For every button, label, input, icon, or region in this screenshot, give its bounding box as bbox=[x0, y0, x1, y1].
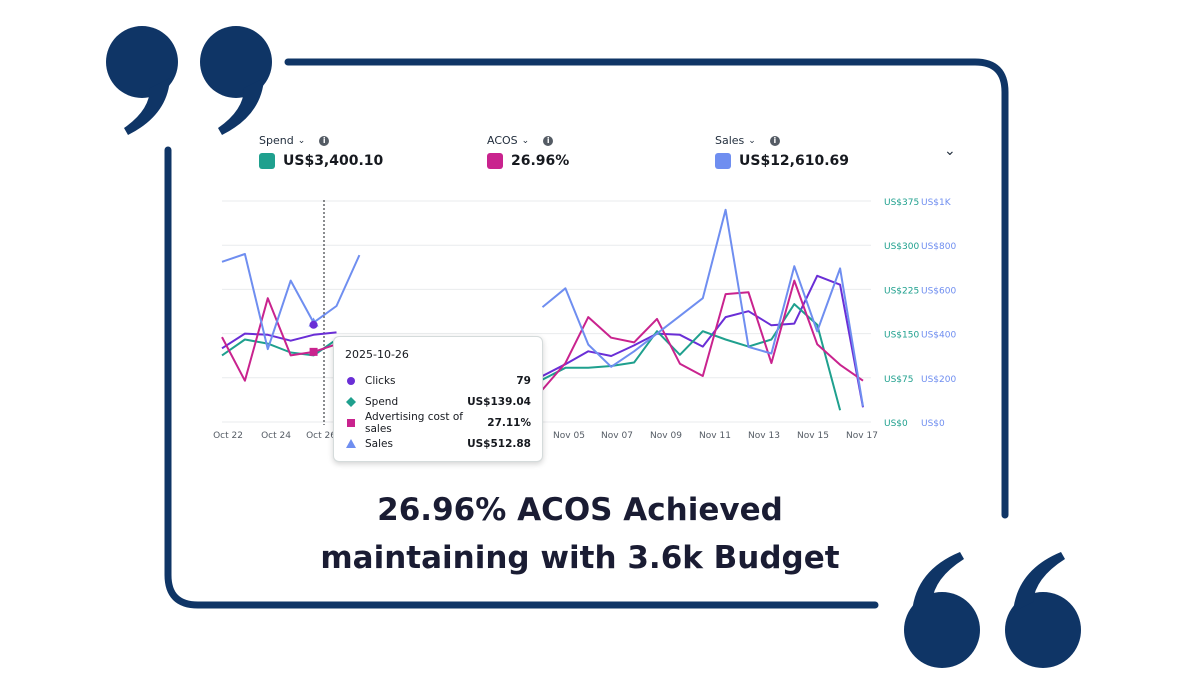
y-right-tick-label: US$800 bbox=[921, 242, 956, 252]
chevron-down-icon[interactable]: ⌄ bbox=[521, 135, 530, 146]
acos-hover-marker bbox=[309, 347, 318, 356]
metric-sales[interactable]: Sales ⌄ i US$12,610.69 bbox=[715, 134, 849, 169]
series-line-advertising-cost-of-sales bbox=[541, 279, 864, 391]
series-line-clicks bbox=[221, 331, 337, 350]
headline-line-2: maintaining with 3.6k Budget bbox=[320, 540, 840, 576]
acos-swatch bbox=[487, 153, 503, 169]
metric-label: Sales bbox=[715, 134, 745, 147]
y-right-tick-label: US$200 bbox=[921, 375, 956, 385]
tooltip-row-clicks: Clicks 79 bbox=[345, 373, 531, 389]
tooltip-row-acos: Advertising cost of sales 27.11% bbox=[345, 411, 531, 435]
x-tick-label: Nov 09 bbox=[650, 431, 682, 441]
metric-label: ACOS bbox=[487, 134, 518, 147]
x-tick-label: Oct 24 bbox=[261, 431, 291, 441]
x-tick-label: Nov 17 bbox=[846, 431, 878, 441]
tooltip-value: 79 bbox=[516, 375, 531, 387]
x-tick-label: Nov 15 bbox=[797, 431, 829, 441]
frame-border bbox=[164, 58, 1009, 609]
sales-swatch bbox=[715, 153, 731, 169]
x-tick-label: Oct 26 bbox=[306, 431, 336, 441]
y-right-tick-label: US$0 bbox=[921, 419, 945, 429]
y-right-tick-label: US$600 bbox=[921, 286, 956, 296]
metric-value: US$3,400.10 bbox=[283, 153, 384, 169]
metric-value: US$12,610.69 bbox=[739, 153, 850, 169]
tooltip-date: 2025-10-26 bbox=[345, 348, 409, 361]
y-right-tick-label: US$400 bbox=[921, 331, 956, 341]
headline-line-1: 26.96% ACOS Achieved bbox=[377, 492, 783, 528]
tooltip-value: US$139.04 bbox=[467, 396, 531, 408]
quote-close-icon bbox=[106, 26, 272, 135]
spend-swatch bbox=[259, 153, 275, 169]
tooltip-row-sales: Sales US$512.88 bbox=[345, 436, 531, 452]
series-line-sales bbox=[541, 208, 864, 407]
expand-chevron-icon[interactable]: ⌄ bbox=[944, 143, 956, 159]
y-left-tick-label: US$300 bbox=[884, 242, 919, 252]
circle-marker-icon bbox=[345, 376, 357, 386]
tooltip-label: Clicks bbox=[365, 375, 396, 387]
y-left-tick-label: US$75 bbox=[884, 375, 913, 385]
x-tick-label: Nov 11 bbox=[699, 431, 731, 441]
y-left-tick-label: US$150 bbox=[884, 331, 919, 341]
chevron-down-icon[interactable]: ⌄ bbox=[297, 135, 306, 146]
y-left-tick-label: US$225 bbox=[884, 286, 919, 296]
x-tick-label: Nov 07 bbox=[601, 431, 633, 441]
y-left-tick-label: US$0 bbox=[884, 419, 908, 429]
y-left-tick-label: US$375 bbox=[884, 198, 919, 208]
x-tick-label: Nov 13 bbox=[748, 431, 780, 441]
square-marker-icon bbox=[345, 418, 357, 428]
x-tick-label: Nov 05 bbox=[553, 431, 585, 441]
series-line-spend bbox=[221, 338, 338, 357]
metric-acos[interactable]: ACOS ⌄ i 26.96% bbox=[487, 134, 569, 169]
info-icon[interactable]: i bbox=[543, 135, 554, 146]
series-line-sales bbox=[221, 253, 361, 351]
diamond-marker-icon bbox=[345, 397, 357, 407]
tooltip-value: 27.11% bbox=[487, 417, 531, 429]
chart-tooltip: 2025-10-26 Clicks 79 Spend US$139.04 Adv… bbox=[333, 336, 543, 462]
info-icon[interactable]: i bbox=[769, 135, 780, 146]
tooltip-row-spend: Spend US$139.04 bbox=[345, 394, 531, 410]
metric-value: 26.96% bbox=[511, 153, 570, 169]
quote-open-icon bbox=[904, 552, 1081, 668]
tooltip-label: Advertising cost of sales bbox=[365, 411, 463, 435]
x-tick-label: Oct 22 bbox=[213, 431, 243, 441]
metric-label: Spend bbox=[259, 134, 294, 147]
info-icon[interactable]: i bbox=[319, 135, 330, 146]
y-right-tick-label: US$1K bbox=[921, 198, 952, 208]
metric-spend[interactable]: Spend ⌄ i US$3,400.10 bbox=[259, 134, 383, 169]
series-line-advertising-cost-of-sales bbox=[221, 297, 337, 382]
clicks-hover-marker bbox=[309, 320, 318, 329]
series-line-spend bbox=[542, 303, 842, 411]
chevron-down-icon[interactable]: ⌄ bbox=[748, 135, 756, 146]
tooltip-value: US$512.88 bbox=[467, 438, 531, 450]
triangle-marker-icon bbox=[345, 439, 357, 449]
tooltip-label: Spend bbox=[365, 396, 399, 408]
tooltip-label: Sales bbox=[365, 438, 393, 450]
